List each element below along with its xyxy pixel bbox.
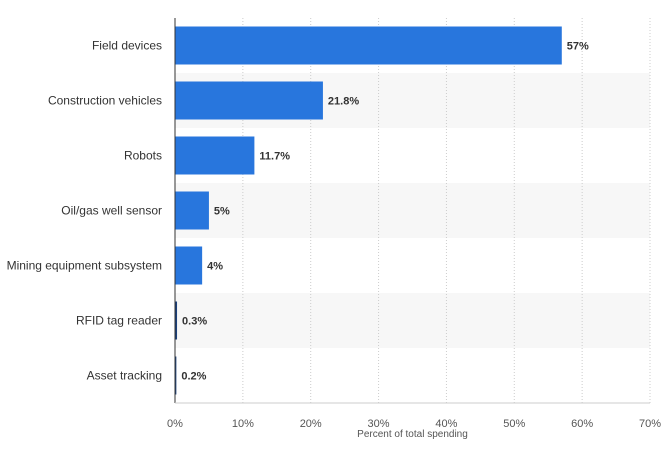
data-label: 5% bbox=[214, 206, 230, 218]
x-tick-label: 20% bbox=[300, 418, 322, 430]
bar-asset-tracking bbox=[175, 356, 177, 395]
category-label: Construction vehicles bbox=[48, 94, 162, 108]
axes bbox=[174, 18, 650, 404]
x-tick-label: 60% bbox=[571, 418, 593, 430]
bar-oil-gas-well-sensor bbox=[175, 191, 209, 230]
bar-rfid-tag-reader bbox=[175, 301, 178, 340]
data-label: 21.8% bbox=[328, 96, 359, 108]
x-axis-title: Percent of total spending bbox=[357, 429, 468, 440]
category-label: Robots bbox=[124, 149, 162, 163]
x-tick-label: 40% bbox=[435, 418, 457, 430]
row-bands bbox=[175, 73, 650, 348]
bars bbox=[175, 26, 562, 395]
data-label: 57% bbox=[567, 41, 589, 53]
x-tick-label: 30% bbox=[368, 418, 390, 430]
category-label: RFID tag reader bbox=[76, 314, 162, 328]
category-label: Oil/gas well sensor bbox=[61, 204, 162, 218]
x-tick-label: 10% bbox=[232, 418, 254, 430]
x-tick-label: 0% bbox=[167, 418, 183, 430]
category-label: Mining equipment subsystem bbox=[7, 259, 162, 273]
row-band bbox=[175, 293, 650, 348]
data-label: 0.2% bbox=[181, 371, 206, 383]
x-tick-label: 70% bbox=[639, 418, 661, 430]
category-label: Field devices bbox=[92, 39, 162, 53]
x-tick-label: 50% bbox=[503, 418, 525, 430]
data-label: 4% bbox=[207, 261, 223, 273]
bar-robots bbox=[175, 136, 255, 175]
bar-field-devices bbox=[175, 26, 562, 65]
row-band bbox=[175, 183, 650, 238]
labels: 0% 10% 20% 30% 40% 50% 60% 70% Field devices 57% C… bbox=[7, 39, 662, 431]
bar-construction-vehicles bbox=[175, 81, 323, 120]
data-label: 11.7% bbox=[259, 151, 290, 163]
category-label: Asset tracking bbox=[87, 369, 162, 383]
gridlines bbox=[242, 18, 651, 403]
data-label: 0.3% bbox=[182, 316, 207, 328]
bar-mining-equipment-subsystem bbox=[175, 246, 203, 285]
